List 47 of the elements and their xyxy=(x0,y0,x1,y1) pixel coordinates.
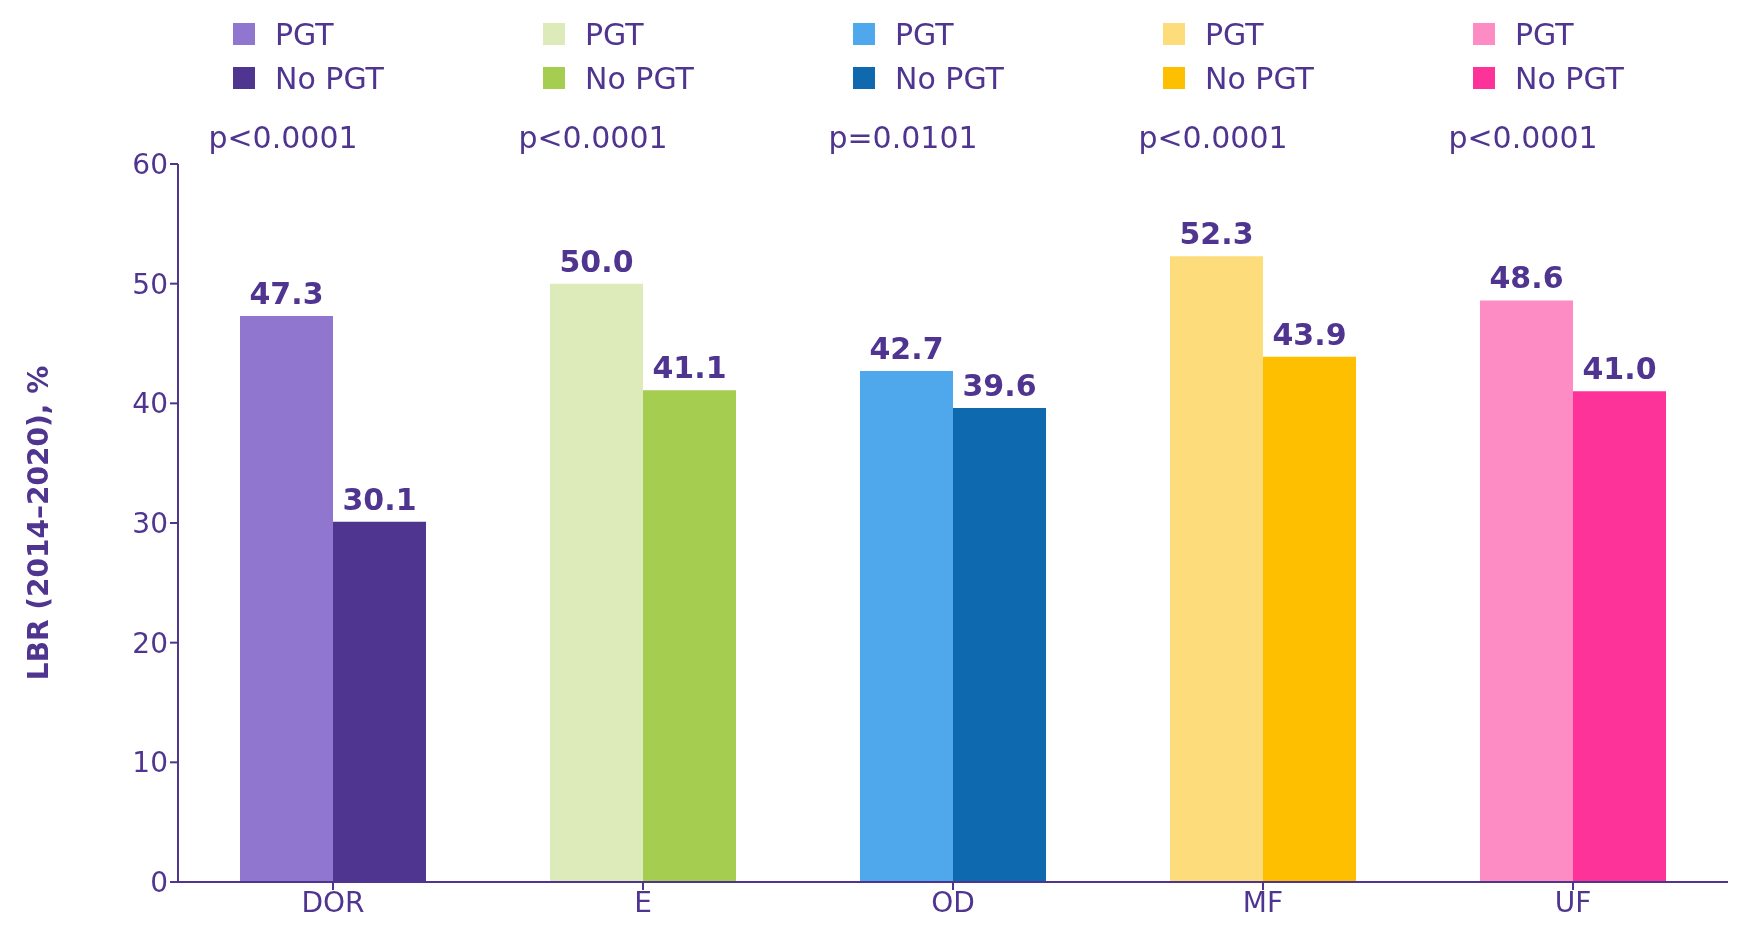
bar xyxy=(240,315,333,882)
data-label: 48.6 xyxy=(1489,260,1564,296)
text: PGT xyxy=(585,16,644,52)
x-tick-label: E xyxy=(634,885,652,919)
x-tick-label: MF xyxy=(1242,885,1284,919)
data-label: 30.1 xyxy=(342,481,417,517)
data-label: 52.3 xyxy=(1179,216,1254,252)
y-tick-label: 40 xyxy=(132,387,168,421)
data-label: 41.0 xyxy=(1582,351,1657,387)
legend-label: PGT xyxy=(275,16,334,52)
bar xyxy=(550,283,643,882)
text: PGT xyxy=(895,16,954,52)
bar xyxy=(1573,391,1666,882)
text: No PGT xyxy=(585,60,694,96)
x-tick-label: OD xyxy=(931,885,975,919)
text: PGT xyxy=(1515,16,1574,52)
bar xyxy=(953,408,1046,882)
bar xyxy=(643,390,736,882)
y-tick-label: 60 xyxy=(132,147,168,181)
y-tick-label: 30 xyxy=(132,506,168,540)
y-axis-title: LBR (2014–2020), % xyxy=(21,365,55,681)
text: No PGT xyxy=(1205,60,1314,96)
y-tick-label: 10 xyxy=(132,746,168,780)
text: p=0.0101 xyxy=(827,120,979,155)
y-tick-label: 50 xyxy=(132,267,168,301)
data-label: 47.3 xyxy=(249,275,324,311)
text: p<0.0001 xyxy=(1137,120,1289,155)
x-tick-label: DOR xyxy=(301,885,365,919)
y-tick-label: 0 xyxy=(150,865,168,899)
data-label: 39.6 xyxy=(962,368,1037,404)
text: No PGT xyxy=(895,60,1004,96)
bar xyxy=(1170,256,1263,882)
x-tick-label: UF xyxy=(1554,885,1592,919)
y-tick-label: 20 xyxy=(132,626,168,660)
text: p<0.0001 xyxy=(1447,120,1599,155)
text: No PGT xyxy=(1515,60,1624,96)
legend-label: No PGT xyxy=(275,60,384,96)
data-label: 50.0 xyxy=(559,243,634,279)
data-label: 41.1 xyxy=(652,350,727,386)
text: p<0.0001 xyxy=(517,120,669,155)
bar xyxy=(1480,300,1573,882)
data-label: 43.9 xyxy=(1272,316,1347,352)
data-label: 42.7 xyxy=(869,331,944,367)
bar xyxy=(860,371,953,882)
text: PGT xyxy=(1205,16,1264,52)
bar xyxy=(1263,356,1356,882)
text: p<0.0001 xyxy=(207,120,359,155)
